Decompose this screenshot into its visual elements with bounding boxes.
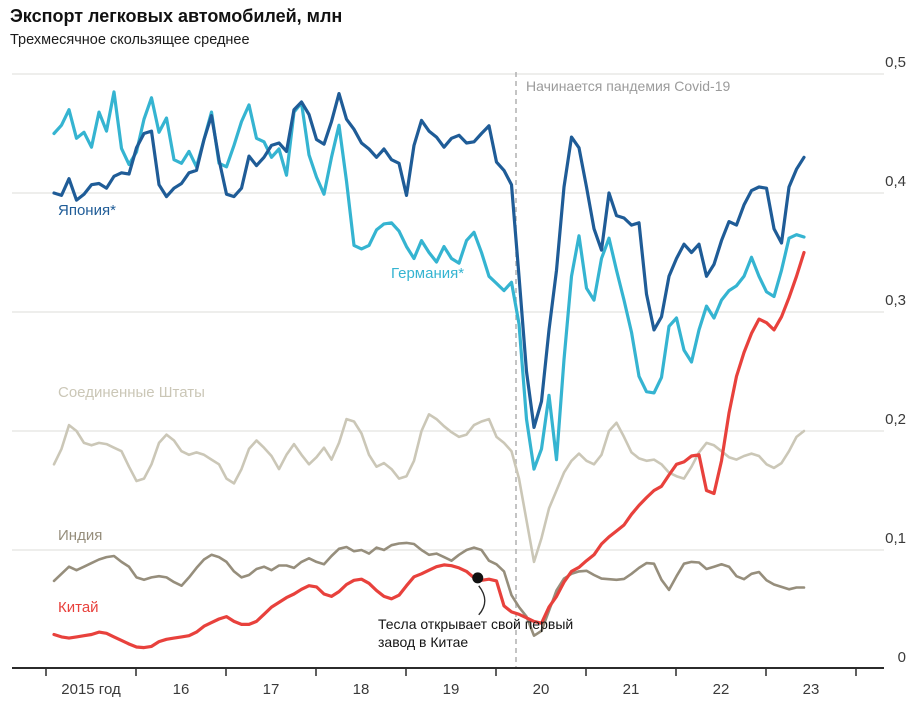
x-axis-tick-label: 20: [533, 681, 550, 698]
x-axis-tick-label: 19: [443, 681, 460, 698]
series-line-india: [52, 541, 806, 638]
x-axis-tick-label: 21: [623, 681, 640, 698]
y-axis-tick-label: 0,4: [885, 173, 906, 190]
x-axis-tick-label: 2015 год: [61, 681, 121, 698]
series-line-china: [52, 250, 806, 650]
tesla-dot: [472, 572, 484, 584]
x-axis-tick-label: 22: [713, 681, 730, 698]
series-label-japan: Япония*: [58, 202, 116, 219]
covid-annotation-label: Начинается пандемия Covid-19: [526, 78, 731, 94]
y-axis-tick-label: 0: [898, 649, 906, 666]
tesla-annotation-connector: [478, 585, 486, 616]
series-label-china: Китай: [58, 599, 99, 616]
series-line-united_states: [52, 412, 806, 564]
x-axis-tick-label: 17: [263, 681, 280, 698]
tesla-annotation-label: Тесла открывает свой первый завод в Кита…: [378, 616, 574, 651]
y-axis-tick-label: 0,3: [885, 292, 906, 309]
x-axis-tick-label: 18: [353, 681, 370, 698]
y-axis-tick-label: 0,1: [885, 530, 906, 547]
y-axis-tick-label: 0,2: [885, 411, 906, 428]
series-label-united-states: Соединенные Штаты: [58, 384, 205, 401]
series-line-germany: [52, 90, 806, 471]
x-axis-tick-label: 23: [803, 681, 820, 698]
series-label-germany: Германия*: [391, 265, 465, 282]
chart-subtitle: Трехмесячное скользящее среднее: [10, 32, 250, 48]
series-line-japan: [52, 91, 806, 429]
x-axis-tick-label: 16: [173, 681, 190, 698]
chart-title: Экспорт легковых автомобилей, млн: [10, 6, 343, 26]
y-axis-tick-label: 0,5: [885, 54, 906, 71]
series-label-india: Индия: [58, 527, 103, 544]
